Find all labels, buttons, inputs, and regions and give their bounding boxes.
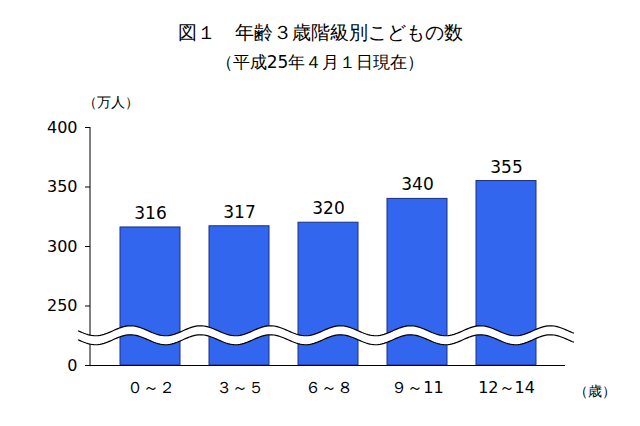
svg-text:320: 320 bbox=[312, 198, 344, 218]
svg-text:９～11: ９～11 bbox=[391, 378, 443, 397]
svg-text:317: 317 bbox=[223, 202, 255, 222]
svg-text:12～14: 12～14 bbox=[478, 378, 535, 397]
svg-text:355: 355 bbox=[490, 156, 522, 176]
svg-text:316: 316 bbox=[134, 203, 166, 223]
svg-text:６～８: ６～８ bbox=[305, 378, 353, 397]
svg-text:０～２: ０～２ bbox=[127, 378, 175, 397]
svg-text:３～５: ３～５ bbox=[216, 378, 264, 397]
svg-text:340: 340 bbox=[401, 174, 433, 194]
svg-text:0: 0 bbox=[67, 356, 77, 375]
svg-text:400: 400 bbox=[47, 118, 78, 137]
svg-text:250: 250 bbox=[47, 296, 78, 315]
svg-text:350: 350 bbox=[47, 177, 78, 196]
svg-text:（歳）: （歳） bbox=[574, 383, 616, 399]
svg-text:（万人）: （万人） bbox=[83, 94, 139, 110]
html-text:（平成25年４月１日現在）: （平成25年４月１日現在） bbox=[215, 52, 425, 72]
html-text:図１ 年齢３歳階級別こどもの数: 図１ 年齢３歳階級別こどもの数 bbox=[177, 21, 463, 43]
svg-text:300: 300 bbox=[47, 237, 78, 256]
